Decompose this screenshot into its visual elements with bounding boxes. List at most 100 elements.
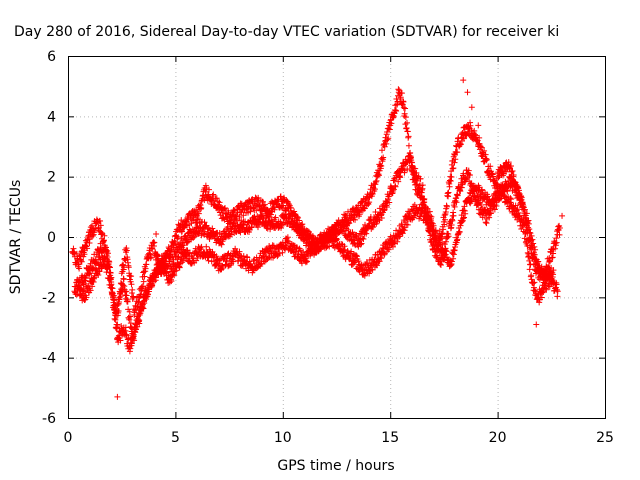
data-point <box>448 221 455 228</box>
data-point <box>521 206 528 213</box>
data-point <box>83 239 90 246</box>
data-point <box>419 187 426 194</box>
x-tick-label: 0 <box>64 430 73 446</box>
x-tick-label: 25 <box>596 430 614 446</box>
data-point <box>460 135 467 142</box>
data-point <box>191 211 198 218</box>
data-point <box>540 289 547 296</box>
data-point <box>465 128 472 135</box>
data-point <box>111 309 118 316</box>
data-point <box>488 209 495 216</box>
data-point <box>242 218 249 225</box>
data-point-outlier <box>153 230 160 237</box>
data-point <box>466 189 473 196</box>
data-point <box>104 265 111 272</box>
data-point <box>546 283 553 290</box>
data-point <box>468 127 475 134</box>
data-point <box>149 276 156 283</box>
data-point <box>96 268 103 275</box>
data-point <box>419 182 426 189</box>
data-point <box>524 242 531 249</box>
y-tick-label: 2 <box>47 170 56 186</box>
data-point <box>168 278 175 285</box>
data-point <box>535 258 542 265</box>
data-point <box>340 228 347 235</box>
data-point <box>325 230 332 237</box>
data-point <box>459 218 466 225</box>
data-point <box>404 221 411 228</box>
data-point <box>510 172 517 179</box>
data-point <box>131 312 138 319</box>
data-point <box>357 241 364 248</box>
y-tick-label: -4 <box>42 351 56 367</box>
data-point <box>268 208 275 215</box>
data-point <box>453 199 460 206</box>
data-point <box>484 193 491 200</box>
data-point-outlier <box>533 321 540 328</box>
data-point <box>445 189 452 196</box>
data-point <box>446 177 453 184</box>
data-point <box>400 98 407 105</box>
data-point <box>84 245 91 252</box>
data-point <box>101 259 108 266</box>
data-point <box>234 209 241 216</box>
data-point <box>195 215 202 222</box>
data-point <box>361 205 368 212</box>
data-point <box>244 254 251 261</box>
data-point <box>550 271 557 278</box>
data-point <box>493 202 500 209</box>
data-point <box>89 222 96 229</box>
data-point <box>394 238 401 245</box>
data-point <box>502 178 509 185</box>
data-point <box>373 177 380 184</box>
data-point <box>366 199 373 206</box>
data-point <box>443 248 450 255</box>
data-point <box>496 195 503 202</box>
data-point <box>97 222 104 229</box>
data-point <box>451 159 458 166</box>
data-point <box>448 258 455 265</box>
y-axis-label: SDTVAR / TECUs <box>8 180 24 295</box>
data-point <box>126 316 133 323</box>
data-point <box>429 226 436 233</box>
data-point <box>543 286 550 293</box>
data-point <box>514 206 521 213</box>
data-point <box>133 323 140 330</box>
data-point <box>530 284 537 291</box>
data-point <box>203 243 210 250</box>
data-point <box>401 227 408 234</box>
data-point <box>175 234 182 241</box>
data-point <box>75 285 82 292</box>
data-point <box>145 291 152 298</box>
data-point-outlier <box>460 77 467 84</box>
data-point <box>378 163 385 170</box>
data-point <box>556 231 563 238</box>
data-point <box>503 168 510 175</box>
y-tick-label: 0 <box>47 230 56 246</box>
data-point <box>298 260 305 267</box>
data-point-outlier <box>114 393 121 400</box>
data-point <box>83 294 90 301</box>
x-axis-label: GPS time / hours <box>277 458 394 474</box>
data-point <box>483 220 490 227</box>
data-point <box>497 191 504 198</box>
data-point-outlier <box>559 212 566 219</box>
data-point <box>402 105 409 112</box>
data-point <box>109 292 116 299</box>
data-point <box>194 216 201 223</box>
data-point <box>140 278 147 285</box>
data-point <box>128 281 135 288</box>
data-point <box>509 167 516 174</box>
data-point <box>210 191 217 198</box>
data-point <box>421 196 428 203</box>
data-point <box>403 119 410 126</box>
data-point <box>345 226 352 233</box>
data-point <box>515 189 522 196</box>
data-point <box>491 206 498 213</box>
data-point <box>410 171 417 178</box>
data-point <box>512 202 519 209</box>
data-point <box>209 225 216 232</box>
data-point <box>393 107 400 114</box>
data-point <box>117 337 124 344</box>
data-point <box>271 206 278 213</box>
